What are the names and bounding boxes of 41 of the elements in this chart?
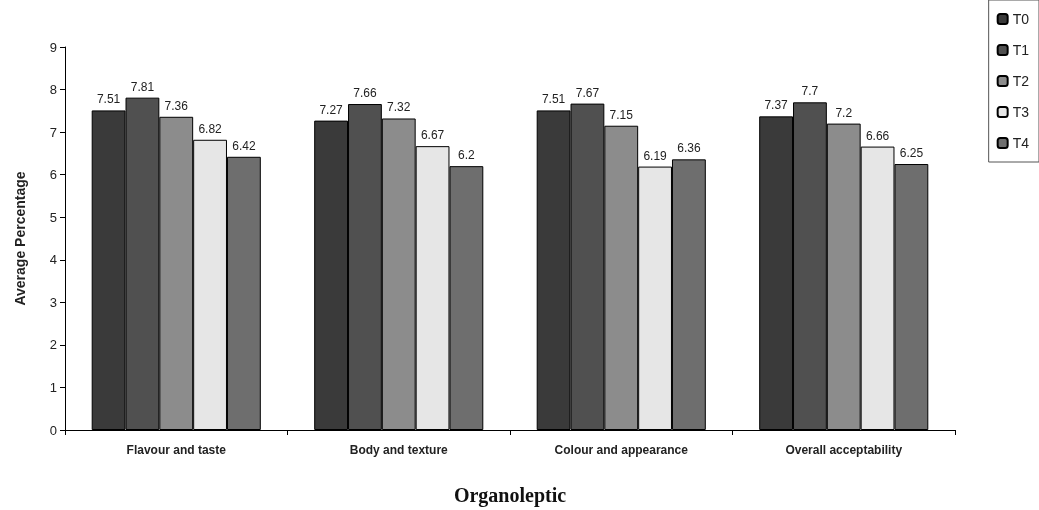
data-label: 7.15 xyxy=(609,107,634,122)
data-label: 7.51 xyxy=(96,92,121,107)
y-tick-label: 2 xyxy=(49,337,57,353)
y-tick-label: 6 xyxy=(49,167,57,183)
data-label: 6.19 xyxy=(643,148,668,163)
y-axis-title: Average Percentage xyxy=(12,171,28,306)
y-tick-label: 3 xyxy=(49,294,57,310)
x-tick-label: Colour and appearance xyxy=(554,443,689,457)
data-label: 7.36 xyxy=(164,98,189,113)
y-tick-label: 5 xyxy=(49,209,57,225)
data-label: 7.66 xyxy=(353,86,377,101)
x-tick-label: Overall acceptability xyxy=(785,443,903,457)
data-label: 6.36 xyxy=(677,141,701,156)
data-label: 6.67 xyxy=(420,128,445,143)
y-tick-label: 0 xyxy=(49,422,57,438)
data-label: 7.7 xyxy=(801,84,819,99)
x-tick-label: Flavour and taste xyxy=(126,443,227,457)
legend-label: T2 xyxy=(1012,73,1030,89)
legend-label: T0 xyxy=(1012,11,1030,27)
x-tick-label: Body and texture xyxy=(349,443,449,457)
data-label: 7.2 xyxy=(835,105,853,120)
data-label: 6.42 xyxy=(232,138,256,153)
data-label: 7.37 xyxy=(764,98,789,113)
y-tick-label: 7 xyxy=(49,124,57,140)
data-label: 7.67 xyxy=(575,85,600,100)
data-label: 7.32 xyxy=(387,100,411,115)
data-label: 7.27 xyxy=(319,102,344,117)
y-tick-label: 1 xyxy=(49,379,57,395)
y-tick-label: 9 xyxy=(49,39,57,55)
data-label: 7.51 xyxy=(541,92,566,107)
legend-label: T3 xyxy=(1012,104,1030,120)
data-label: 7.81 xyxy=(130,79,155,94)
y-tick-label: 4 xyxy=(49,252,57,268)
x-axis-title: Organoleptic xyxy=(453,484,567,507)
y-tick-label: 8 xyxy=(49,82,57,98)
legend-label: T4 xyxy=(1012,135,1030,151)
data-label: 6.2 xyxy=(458,148,476,163)
data-label: 6.66 xyxy=(865,128,890,143)
data-label: 6.25 xyxy=(899,146,924,161)
data-label: 6.82 xyxy=(198,121,223,136)
legend-label: T1 xyxy=(1012,42,1030,58)
